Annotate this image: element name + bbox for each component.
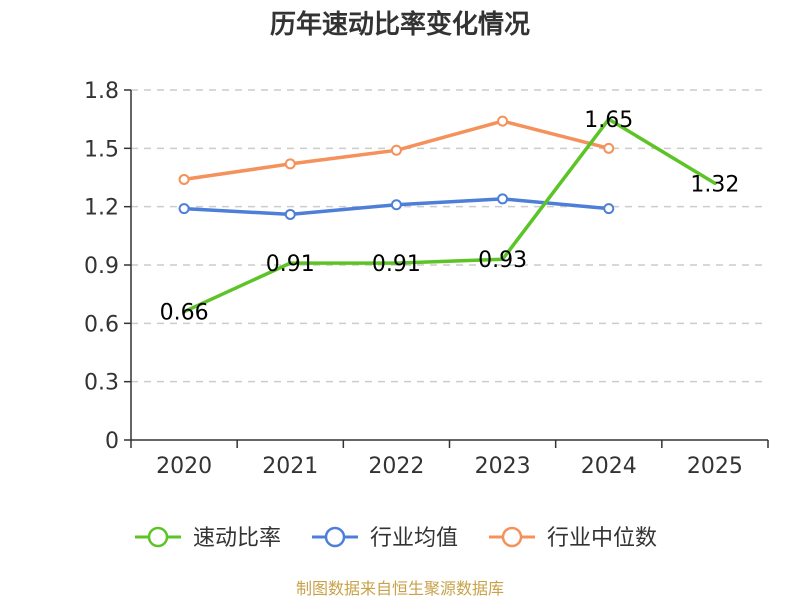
data-label-2023: 0.93 xyxy=(478,248,527,273)
point-1-2022 xyxy=(390,199,402,211)
data-label-2020: 0.66 xyxy=(160,301,209,326)
y-tick-label-0: 0 xyxy=(105,429,119,454)
legend-label-2: 行业中位数 xyxy=(547,526,657,551)
point-2-2023 xyxy=(497,115,509,127)
y-tick-label-3: 0.9 xyxy=(84,254,119,279)
series-1 xyxy=(178,193,615,220)
data-labels: 0.66 0.91 0.91 0.93 1.65 1.32 xyxy=(160,108,740,326)
y-tick-label-2: 0.6 xyxy=(84,312,119,337)
data-label-2021: 0.91 xyxy=(266,252,315,277)
x-tick-label-2020: 2020 xyxy=(156,454,212,479)
legend-item-2[interactable]: 行业中位数 xyxy=(489,526,657,551)
series-line-0 xyxy=(182,117,717,314)
point-1-2023 xyxy=(497,193,509,205)
legend-marker-0 xyxy=(147,526,169,548)
legend-marker-1 xyxy=(324,526,346,548)
y-tick-label-1: 0.3 xyxy=(84,371,119,396)
point-1-2020 xyxy=(178,203,190,215)
legend-item-0[interactable]: 速动比率 xyxy=(135,526,281,551)
series-2 xyxy=(178,115,615,185)
legend-label-1: 行业均值 xyxy=(370,526,458,551)
x-tick-label-2021: 2021 xyxy=(262,454,318,479)
x-tick-label-2023: 2023 xyxy=(475,454,531,479)
point-2-2020 xyxy=(178,173,190,185)
x-tick-label-2024: 2024 xyxy=(581,454,637,479)
data-label-2024: 1.65 xyxy=(584,108,633,133)
legend[interactable]: 速动比率 行业均值 行业中位数 xyxy=(135,526,657,551)
data-label-2025: 1.32 xyxy=(690,172,739,197)
data-label-2022: 0.91 xyxy=(372,252,421,277)
source-note: 制图数据来自恒生聚源数据库 xyxy=(296,579,504,598)
legend-item-1[interactable]: 行业均值 xyxy=(312,526,458,551)
x-tick-label-2025: 2025 xyxy=(687,454,743,479)
legend-marker-2 xyxy=(501,526,523,548)
chart-title: 历年速动比率变化情况 xyxy=(270,9,530,40)
y-tick-label-4: 1.2 xyxy=(84,196,119,221)
legend-label-0: 速动比率 xyxy=(193,526,281,551)
y-tick-label-5: 1.5 xyxy=(84,137,119,162)
axes: 0 0.3 0.6 0.9 1.2 1.5 1.8 2020 2021 2022 2023 2024 2… xyxy=(84,79,769,479)
grid-lines xyxy=(131,89,768,383)
series-layer xyxy=(178,115,717,314)
point-2-2022 xyxy=(390,144,402,156)
point-2-2021 xyxy=(284,158,296,170)
y-tick-label-6: 1.8 xyxy=(84,79,119,104)
point-2-2024 xyxy=(603,142,615,154)
x-tick-label-2022: 2022 xyxy=(368,454,424,479)
series-0 xyxy=(182,117,717,314)
point-1-2024 xyxy=(603,203,615,215)
point-1-2021 xyxy=(284,208,296,220)
